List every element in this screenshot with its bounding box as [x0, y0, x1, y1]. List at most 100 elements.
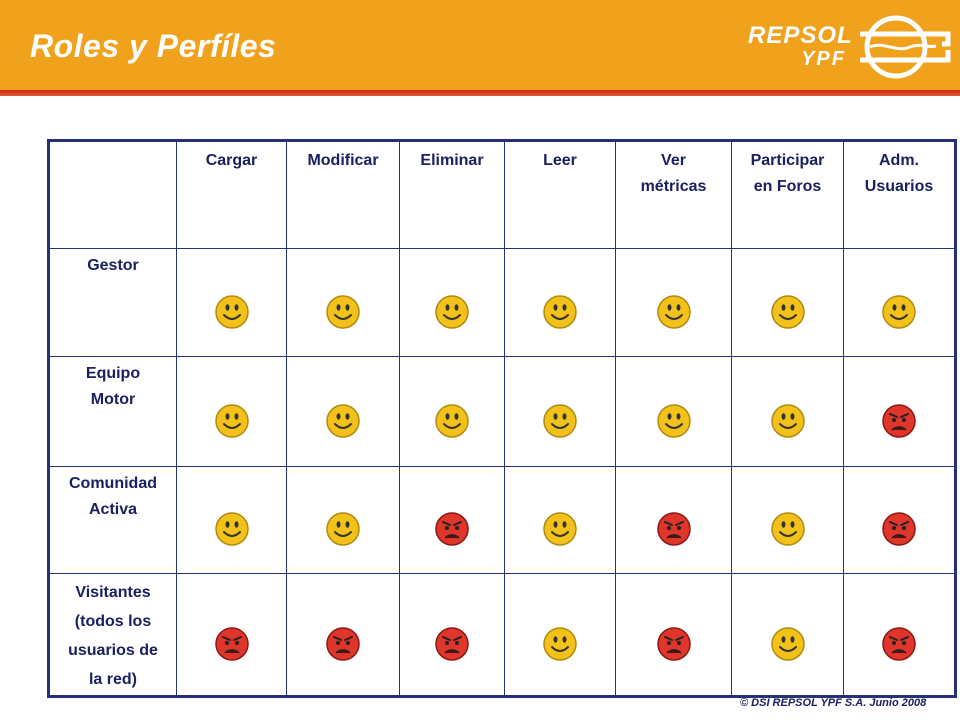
column-header-line: en Foros	[753, 178, 822, 195]
permission-cell	[731, 573, 844, 697]
table-row: Visitantes (todos los usuarios de la red)	[48, 573, 956, 697]
smiley-happy-icon	[326, 512, 360, 546]
smiley-angry-icon	[435, 626, 469, 661]
smiley-happy-icon	[435, 403, 469, 438]
permission-cell	[286, 248, 400, 357]
permission-cell	[843, 573, 956, 697]
column-header: Cargar	[176, 140, 287, 249]
permission-cell	[615, 466, 732, 574]
logo-line-2: YPF	[801, 48, 846, 70]
column-header-line: Modificar	[307, 152, 379, 169]
permission-cell	[504, 573, 616, 697]
permission-cell	[504, 466, 616, 574]
page-title: Roles y Perfíles	[30, 28, 277, 64]
permission-cell	[731, 356, 844, 467]
repsol-ypf-logo-text: REPSOL YPF	[748, 22, 853, 70]
smiley-happy-icon	[214, 294, 249, 329]
header-row: Cargar Modificar Eliminar Leer Ver métricas Pa…	[48, 140, 956, 249]
column-header-line: Adm.	[879, 152, 919, 169]
smiley-happy-icon	[656, 403, 691, 438]
role-cell: Equipo Motor	[48, 356, 177, 467]
column-header-line: Eliminar	[420, 152, 484, 169]
role-label-line: (todos los	[74, 613, 152, 630]
role-label-line: Activa	[88, 501, 138, 518]
permission-cell	[615, 573, 732, 697]
logo-line-1: REPSOL	[748, 22, 853, 49]
column-header: Adm. Usuarios	[843, 140, 956, 249]
smiley-angry-icon	[882, 403, 916, 438]
header-divider	[0, 90, 960, 96]
smiley-happy-icon	[770, 626, 805, 661]
smiley-angry-icon	[656, 626, 691, 661]
smiley-happy-icon	[770, 512, 805, 546]
permission-cell	[843, 248, 956, 357]
smiley-angry-icon	[882, 512, 916, 546]
role-cell: Comunidad Activa	[48, 466, 177, 574]
smiley-happy-icon	[770, 403, 805, 438]
column-header-line: Ver	[661, 152, 686, 169]
column-header-line: Usuarios	[864, 178, 934, 195]
roles-permissions-table: Cargar Modificar Eliminar Leer Ver métricas Pa…	[47, 139, 957, 698]
permission-cell	[731, 248, 844, 357]
smiley-happy-icon	[214, 403, 249, 438]
column-header: Ver métricas	[615, 140, 732, 249]
column-header-line: Participar	[750, 152, 825, 169]
permission-cell	[504, 248, 616, 357]
role-label-line: la red)	[88, 671, 137, 688]
column-header-line: métricas	[640, 178, 707, 195]
permission-cell	[615, 356, 732, 467]
role-label-line: Gestor	[87, 257, 139, 274]
smiley-happy-icon	[543, 626, 577, 661]
permission-cell	[731, 466, 844, 574]
role-label-line: Visitantes	[75, 584, 151, 601]
permission-cell	[176, 248, 287, 357]
smiley-happy-icon	[656, 294, 691, 329]
column-header-line: Cargar	[205, 152, 258, 169]
role-cell: Visitantes (todos los usuarios de la red)	[48, 573, 177, 697]
column-header: Modificar	[286, 140, 400, 249]
permission-cell	[843, 466, 956, 574]
repsol-logo-icon	[860, 15, 951, 79]
smiley-happy-icon	[326, 403, 360, 438]
permission-cell	[176, 356, 287, 467]
permission-cell	[399, 573, 505, 697]
column-header: Participar en Foros	[731, 140, 844, 249]
smiley-angry-icon	[214, 626, 249, 661]
table-row: Comunidad Activa	[48, 466, 956, 574]
permission-cell	[176, 573, 287, 697]
smiley-happy-icon	[770, 294, 805, 329]
smiley-happy-icon	[543, 403, 577, 438]
smiley-angry-icon	[656, 512, 691, 546]
table-row: Equipo Motor	[48, 356, 956, 467]
permission-cell	[843, 356, 956, 467]
permission-cell	[615, 248, 732, 357]
smiley-happy-icon	[214, 512, 249, 546]
permission-cell	[399, 248, 505, 357]
column-header: Eliminar	[399, 140, 505, 249]
table-row: Gestor	[48, 248, 956, 357]
column-header: Leer	[504, 140, 616, 249]
role-label-line: Motor	[90, 391, 136, 408]
smiley-angry-icon	[326, 626, 360, 661]
smiley-happy-icon	[882, 294, 916, 329]
smiley-happy-icon	[543, 294, 577, 329]
role-cell: Gestor	[48, 248, 177, 357]
smiley-happy-icon	[435, 294, 469, 329]
permission-cell	[286, 466, 400, 574]
role-label-line: Comunidad	[69, 475, 157, 492]
smiley-happy-icon	[326, 294, 360, 329]
permission-cell	[399, 466, 505, 574]
permission-cell	[286, 573, 400, 697]
smiley-happy-icon	[543, 512, 577, 546]
permission-cell	[286, 356, 400, 467]
copyright-footer: © DSI REPSOL YPF S.A. Junio 2008	[740, 697, 927, 709]
permission-cell	[504, 356, 616, 467]
role-label-line: Equipo	[85, 365, 141, 382]
header-bar	[0, 0, 960, 90]
role-label-line: usuarios de	[68, 642, 158, 659]
smiley-angry-icon	[882, 626, 916, 661]
smiley-angry-icon	[435, 512, 469, 546]
corner-cell	[48, 140, 177, 249]
permission-cell	[176, 466, 287, 574]
column-header-line: Leer	[543, 152, 577, 169]
